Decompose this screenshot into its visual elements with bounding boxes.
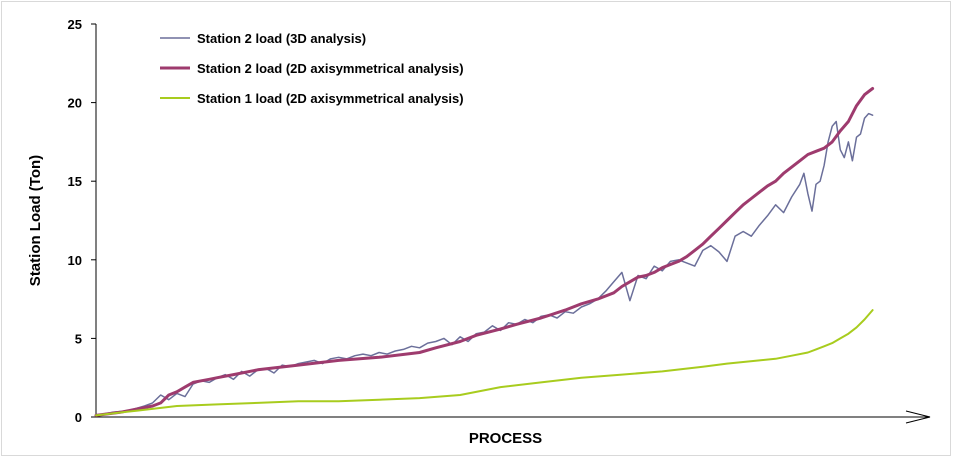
series-line-2: [94, 87, 875, 417]
x-axis-arrow-head: [905, 410, 931, 424]
series-line-1: [95, 112, 874, 417]
y-tick-label: 15: [68, 174, 82, 189]
y-tick-label: 20: [68, 96, 82, 111]
y-tick-label: 10: [68, 253, 82, 268]
y-tick-label: 25: [68, 17, 82, 32]
y-tick-label: 5: [75, 331, 82, 346]
y-axis-ticks: 0 5 10 15 20 25: [68, 17, 96, 425]
legend-label: Station 2 load (2D axisymmetrical analys…: [197, 61, 464, 76]
series-layer: [94, 87, 875, 417]
series-line-3: [95, 309, 874, 417]
legend-label: Station 1 load (2D axisymmetrical analys…: [197, 91, 464, 106]
y-tick-label: 0: [75, 410, 82, 425]
x-axis-title: PROCESS: [469, 430, 542, 447]
legend: Station 2 load (3D analysis) Station 2 lo…: [160, 31, 464, 106]
legend-label: Station 2 load (3D analysis): [197, 31, 366, 46]
y-axis-title: Station Load (Ton): [27, 155, 44, 286]
x-axis-arrow: [96, 410, 931, 424]
